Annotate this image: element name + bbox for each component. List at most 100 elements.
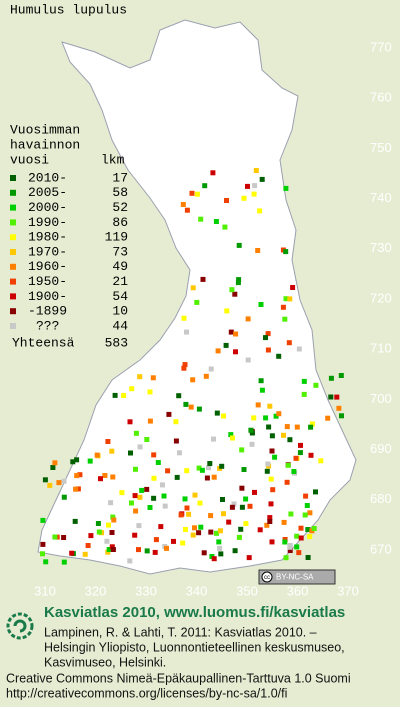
legend-count: 44 [112, 318, 128, 333]
record-square [258, 378, 264, 384]
record-square [235, 280, 241, 286]
record-square [52, 460, 58, 466]
record-square [201, 550, 207, 556]
record-square [308, 424, 314, 430]
record-square [301, 391, 307, 397]
record-square [257, 527, 263, 533]
y-grid-label: 740 [370, 190, 392, 205]
record-square [259, 176, 265, 182]
legend-label: 2010- [28, 170, 67, 185]
record-square [61, 535, 67, 540]
record-square [171, 538, 176, 544]
record-square [176, 393, 182, 399]
record-square [265, 347, 271, 353]
record-square [290, 285, 296, 290]
record-square [202, 183, 208, 189]
record-square [301, 378, 307, 384]
record-square [132, 532, 138, 538]
record-square [283, 249, 289, 255]
badge-box [258, 569, 336, 585]
record-square [180, 202, 186, 207]
record-square [110, 474, 116, 480]
legend-label: 1990- [28, 215, 67, 230]
record-square [245, 316, 251, 322]
record-square [95, 521, 101, 526]
record-square [309, 421, 315, 427]
logo-spiral [13, 619, 27, 633]
record-square [94, 452, 100, 458]
record-square [197, 500, 203, 506]
legend-label: 1970- [28, 244, 67, 259]
record-square [251, 415, 257, 421]
x-grid-label: 350 [236, 583, 258, 598]
record-square [241, 467, 247, 472]
x-grid-label: 320 [85, 583, 107, 598]
record-square [164, 545, 169, 551]
record-square [284, 479, 290, 485]
record-square [61, 478, 67, 484]
record-square [173, 438, 179, 444]
citation-line: Lampinen, R. & Lahti, T. 2011: Kasviatla… [44, 625, 317, 639]
record-square [224, 198, 229, 203]
x-grid-label: 370 [337, 583, 359, 598]
record-square [119, 490, 125, 496]
record-square [56, 480, 62, 486]
record-square [192, 525, 197, 531]
record-square [229, 287, 235, 293]
x-grid-label: 310 [34, 583, 56, 598]
record-square [288, 511, 294, 517]
record-squares [40, 168, 344, 565]
record-square [211, 474, 217, 480]
record-square [328, 394, 334, 400]
record-square [232, 548, 238, 554]
record-square [188, 404, 194, 410]
record-square [137, 374, 143, 380]
record-square [282, 316, 288, 322]
record-square [73, 486, 79, 492]
record-square [40, 541, 46, 547]
record-square [189, 190, 195, 196]
record-square [40, 517, 46, 523]
legend-count: 54 [112, 289, 128, 304]
record-square [263, 415, 269, 421]
record-square [196, 530, 202, 536]
record-square [259, 387, 265, 393]
species-title: Humulus lupulus [10, 2, 127, 17]
record-square [313, 382, 319, 388]
y-grid-label: 690 [370, 441, 392, 456]
record-square [199, 467, 205, 473]
legend-label: 1900- [28, 289, 67, 304]
record-square [208, 366, 214, 372]
record-square [152, 549, 158, 555]
record-square [174, 474, 180, 480]
record-square [210, 170, 216, 176]
record-square [52, 534, 58, 540]
legend-count-heading: lkm [101, 152, 125, 167]
legend-label: -1899 [28, 304, 67, 319]
record-square [112, 392, 118, 398]
record-square [265, 461, 271, 467]
record-square [270, 487, 276, 493]
record-square [273, 413, 279, 419]
record-square [203, 373, 209, 379]
record-square [247, 503, 253, 509]
legend-label: 2000- [28, 200, 67, 215]
legend-label: 1950- [28, 274, 67, 289]
record-square [181, 365, 187, 371]
record-square [43, 559, 49, 565]
record-square [298, 535, 304, 541]
record-square [214, 410, 220, 416]
record-square [239, 485, 245, 491]
x-grid-label: 360 [287, 583, 309, 598]
record-square [207, 461, 213, 466]
legend-swatch [10, 249, 16, 255]
record-square [268, 476, 274, 482]
record-square [238, 526, 244, 532]
record-square [253, 168, 259, 173]
legend-count: 119 [105, 230, 128, 245]
record-square [150, 375, 156, 381]
y-grid-label: 710 [370, 341, 392, 356]
record-square [69, 550, 75, 556]
record-square [182, 362, 188, 368]
badge-cc-icon [261, 571, 273, 583]
